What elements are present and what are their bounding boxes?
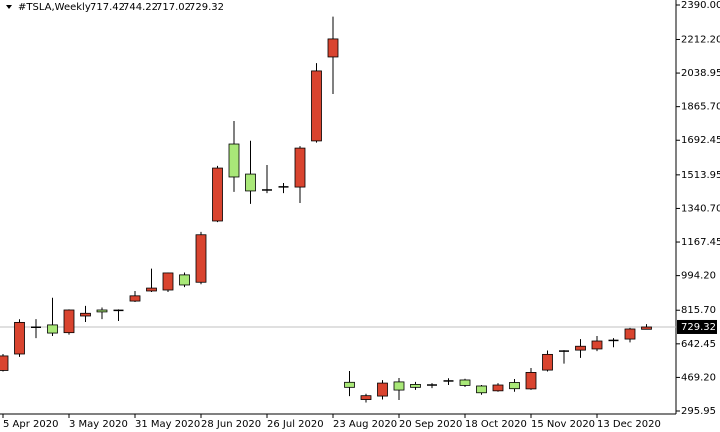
candle-body (228, 143, 240, 178)
y-tick-label: 295.95 (681, 406, 716, 417)
candle-body (195, 234, 207, 283)
y-tick-label: 1513.95 (681, 170, 720, 181)
x-tick-label: 18 Oct 2020 (465, 419, 527, 430)
y-tick-label: 642.45 (681, 339, 716, 350)
candle-body (525, 372, 537, 390)
y-tick-label: 1692.45 (681, 135, 720, 146)
candle-body (575, 345, 586, 351)
x-tick-label: 13 Dec 2020 (597, 419, 661, 430)
candle-body (624, 328, 636, 340)
x-tick-label: 20 Sep 2020 (399, 419, 462, 430)
header-low: 717.02 (156, 2, 191, 13)
candle-body (146, 287, 157, 292)
current-price-box (677, 319, 717, 334)
y-tick-label: 2212.20 (681, 34, 720, 45)
candle-body (591, 340, 603, 350)
candle-body (311, 70, 322, 142)
candle-body (393, 381, 405, 391)
candle-body (47, 324, 58, 334)
candle-body (459, 379, 471, 386)
current-price-label: 729.32 (681, 322, 716, 333)
candle-body (294, 147, 306, 188)
y-tick-label: 1167.45 (681, 237, 720, 248)
x-tick-label: 26 Jul 2020 (267, 419, 324, 430)
candle-body (129, 295, 141, 302)
candle-body (377, 382, 388, 397)
y-tick-label: 2038.95 (681, 68, 720, 79)
y-tick-label: 1865.70 (681, 102, 720, 113)
candle-body (212, 167, 223, 222)
x-tick-label: 31 May 2020 (135, 419, 200, 430)
x-tick-label: 5 Apr 2020 (3, 419, 58, 430)
candle-body (14, 321, 25, 355)
candle-body (509, 382, 520, 390)
candle-body (360, 395, 372, 400)
candle-body (63, 309, 75, 334)
candle-body (96, 309, 108, 313)
candle-body (476, 385, 487, 394)
candle-body (245, 173, 256, 192)
y-tick-label: 2390.00 (681, 0, 720, 11)
candle-body (327, 38, 339, 58)
y-tick-label: 469.20 (681, 372, 716, 383)
y-tick-label: 815.70 (681, 305, 716, 316)
x-tick-label: 23 Aug 2020 (333, 419, 397, 430)
x-tick-label: 3 May 2020 (69, 419, 128, 430)
candle-body (80, 312, 91, 317)
y-tick-label: 1340.70 (681, 203, 720, 214)
candle-body (410, 384, 421, 388)
candle-body (344, 381, 355, 388)
candle-body (542, 353, 553, 371)
chart-title: #TSLA,Weekly (18, 2, 91, 13)
y-tick-label: 994.20 (681, 271, 716, 282)
candle-body (492, 384, 504, 392)
candle-body (162, 272, 174, 291)
x-tick-label: 15 Nov 2020 (531, 419, 595, 430)
header-open: 717.42 (90, 2, 125, 13)
candle-body (179, 274, 190, 286)
header-close: 729.32 (189, 2, 224, 13)
candle-body (641, 326, 652, 330)
header-high: 744.22 (123, 2, 158, 13)
menu-arrow[interactable] (6, 5, 12, 9)
x-tick-label: 28 Jun 2020 (201, 419, 261, 430)
candle-body (0, 355, 9, 371)
